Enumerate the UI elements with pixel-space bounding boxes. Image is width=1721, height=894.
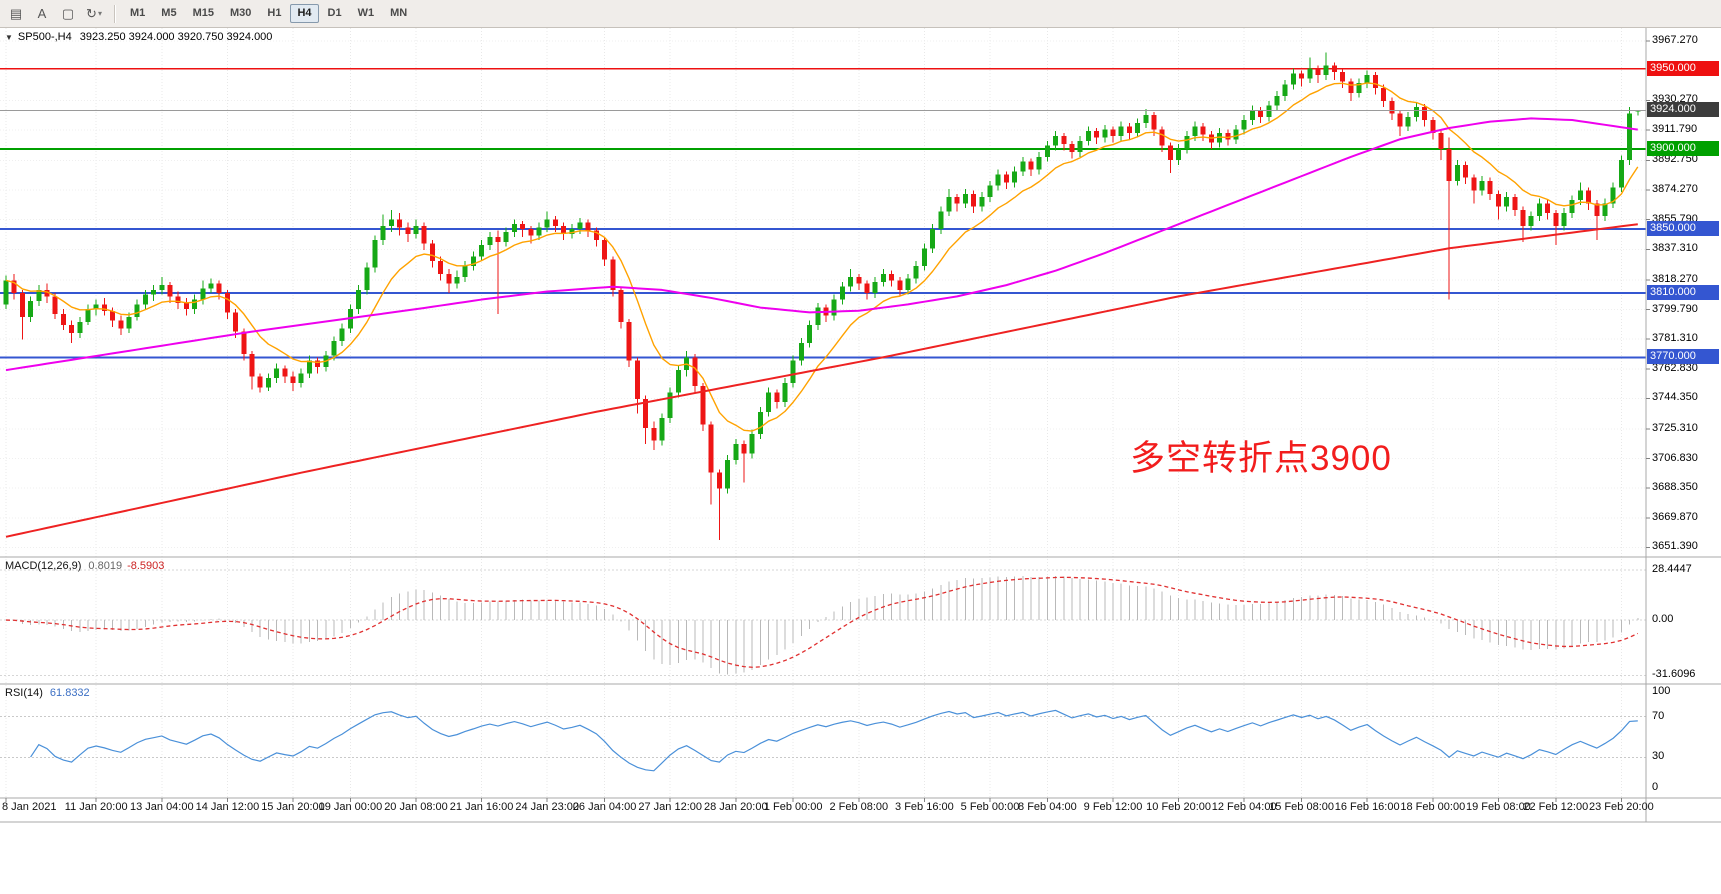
dropdown-caret-icon: ▾ — [97, 9, 102, 18]
time-axis-label: 3 Feb 16:00 — [895, 801, 954, 813]
time-axis-label: 19 Jan 00:00 — [318, 801, 383, 813]
symbol-title: SP500-,H4 — [17, 31, 72, 43]
time-axis-label: 28 Jan 20:00 — [703, 801, 768, 813]
timeframe-button-M5[interactable]: M5 — [161, 7, 177, 19]
price-axis-label: 3874.270 — [1652, 183, 1698, 196]
price-axis-label: 3706.830 — [1652, 451, 1698, 464]
macd-axis-label: 0.00 — [1652, 613, 1674, 626]
time-axis-label: 26 Jan 04:00 — [572, 801, 637, 813]
price-level-badge: 3850.000 — [1647, 221, 1719, 237]
time-axis-label: 20 Jan 08:00 — [384, 801, 448, 813]
toolbar-icons: ▤ A ▢ ↻ ▾ — [3, 3, 107, 25]
medium-ma — [5, 117, 1638, 372]
time-axis-label: 11 Jan 20:00 — [64, 801, 128, 813]
time-axis-label: 8 Feb 04:00 — [1018, 801, 1077, 813]
macd-main-value: 0.8019 — [88, 560, 123, 572]
macd-layer — [0, 569, 1646, 676]
rsi-axis-label: 70 — [1652, 709, 1665, 722]
rsi-indicator-label: RSI(14) 61.8332 — [5, 687, 90, 699]
rsi-layer — [0, 709, 1646, 772]
time-axis-label: 2 Feb 08:00 — [829, 801, 889, 813]
time-axis-label: 27 Jan 12:00 — [638, 801, 702, 813]
fast-ma — [5, 82, 1639, 432]
price-axis-label: 3762.830 — [1652, 361, 1698, 374]
time-axis-label: 22 Feb 12:00 — [1523, 801, 1589, 813]
grid-layer — [0, 28, 1646, 798]
text-label-icon[interactable]: A — [37, 6, 47, 21]
timeframe-button-H1[interactable]: H1 — [267, 7, 282, 19]
time-axis-label: 18 Feb 00:00 — [1400, 801, 1466, 813]
macd-signal-line — [5, 576, 1639, 668]
timeframe-button-MN[interactable]: MN — [390, 7, 408, 19]
price-level-badge: 3950.000 — [1647, 60, 1719, 76]
toolbar: ▤ A ▢ ↻ ▾ M1 M5 M15 M30 H1 H4 D1 W1 MN — [0, 0, 1721, 28]
current-price-badge: 3924.000 — [1647, 102, 1719, 118]
timeframe-buttons: M1 M5 M15 M30 H1 H4 D1 W1 MN — [122, 4, 415, 23]
time-axis-label: 8 Jan 2021 — [2, 801, 57, 813]
text-frame-icon[interactable]: ▢ — [61, 5, 75, 21]
slow-ma — [5, 223, 1638, 538]
rsi-line — [30, 709, 1638, 772]
price-axis-label: 3725.310 — [1652, 421, 1698, 434]
time-axis-label: 13 Jan 04:00 — [129, 801, 194, 813]
price-axis-label: 3688.350 — [1652, 481, 1698, 494]
rsi-axis-label: 0 — [1652, 781, 1659, 793]
time-axis-label: 24 Jan 23:00 — [515, 801, 579, 813]
chart-window-icon[interactable]: ▤ — [9, 5, 23, 21]
time-axis-label: 1 Feb 00:00 — [763, 801, 823, 813]
panel-separators[interactable] — [0, 28, 1721, 823]
moving-averages-layer — [5, 82, 1639, 538]
price-axis-label: 3651.390 — [1652, 540, 1698, 553]
price-axis-label: 3818.270 — [1652, 272, 1698, 285]
time-axis-label: 15 Feb 08:00 — [1269, 801, 1335, 813]
price-axis-label: 3799.790 — [1652, 302, 1698, 315]
rsi-axis-label: 100 — [1652, 685, 1671, 697]
rsi-value: 61.8332 — [49, 687, 90, 699]
price-axis-label: 3744.350 — [1652, 391, 1698, 404]
redraw-icon[interactable]: ↻ ▾ — [86, 5, 102, 21]
timeframe-button-W1[interactable]: W1 — [357, 7, 375, 19]
time-axis-label: 14 Jan 12:00 — [195, 801, 260, 813]
macd-signal-value: -8.5903 — [127, 560, 165, 572]
price-level-badge: 3810.000 — [1647, 285, 1719, 301]
time-axis-label: 12 Feb 04:00 — [1211, 801, 1277, 813]
timeframe-button-D1[interactable]: D1 — [327, 7, 342, 19]
time-axis-label: 15 Jan 20:00 — [261, 801, 325, 813]
price-axis-label: 3911.790 — [1652, 122, 1698, 135]
time-axis-label: 5 Feb 00:00 — [960, 801, 1020, 813]
chart-text-annotation: 多空转折点3900 — [1130, 439, 1392, 478]
price-axis-label: 3967.270 — [1652, 34, 1698, 47]
macd-indicator-label: MACD(12,26,9) 0.8019 -8.5903 — [5, 560, 164, 572]
chart-dropdown-icon[interactable]: ▼ — [5, 33, 13, 42]
horizontal-level-lines[interactable] — [0, 67, 1646, 359]
time-axis-label: 23 Feb 20:00 — [1588, 801, 1654, 813]
symbol-ohlc-values: 3923.250 3924.000 3920.750 3924.000 — [79, 31, 273, 43]
time-axis-label: 21 Jan 16:00 — [449, 801, 514, 813]
time-axis-label: 10 Feb 20:00 — [1146, 801, 1212, 813]
timeframe-button-H4[interactable]: H4 — [290, 4, 319, 23]
timeframe-button-M30[interactable]: M30 — [229, 7, 252, 19]
price-axis-label: 3837.310 — [1652, 242, 1698, 255]
time-axis-label: 9 Feb 12:00 — [1083, 801, 1143, 813]
candles-layer — [3, 52, 1641, 541]
rsi-name: RSI(14) — [5, 687, 43, 699]
symbol-info-overlay: ▼ SP500-,H4 3923.250 3924.000 3920.750 392… — [5, 31, 272, 43]
price-level-badge: 3770.000 — [1647, 349, 1719, 365]
macd-name: MACD(12,26,9) — [5, 560, 82, 572]
macd-axis-label: 28.4447 — [1652, 563, 1692, 576]
timeframe-button-M1[interactable]: M1 — [130, 7, 146, 19]
price-level-badge: 3900.000 — [1647, 140, 1719, 156]
time-axis-label: 19 Feb 08:00 — [1465, 801, 1531, 813]
time-axis-label: 16 Feb 16:00 — [1334, 801, 1400, 813]
toolbar-separator — [114, 4, 115, 23]
macd-axis-label: -31.6096 — [1652, 668, 1696, 681]
price-axis-label: 3669.870 — [1652, 510, 1698, 523]
rsi-axis-label: 30 — [1652, 750, 1665, 763]
timeframe-button-M15[interactable]: M15 — [192, 7, 214, 19]
price-axis-label: 3892.750 — [1652, 153, 1698, 166]
price-axis-label: 3781.310 — [1652, 332, 1698, 345]
price-axis-label: 3930.270 — [1652, 93, 1698, 106]
